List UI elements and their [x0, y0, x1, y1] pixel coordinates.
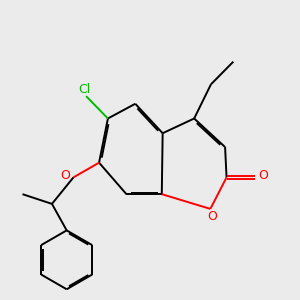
Text: O: O [207, 210, 217, 223]
Text: O: O [258, 169, 268, 182]
Text: Cl: Cl [79, 83, 91, 96]
Text: O: O [60, 169, 70, 182]
